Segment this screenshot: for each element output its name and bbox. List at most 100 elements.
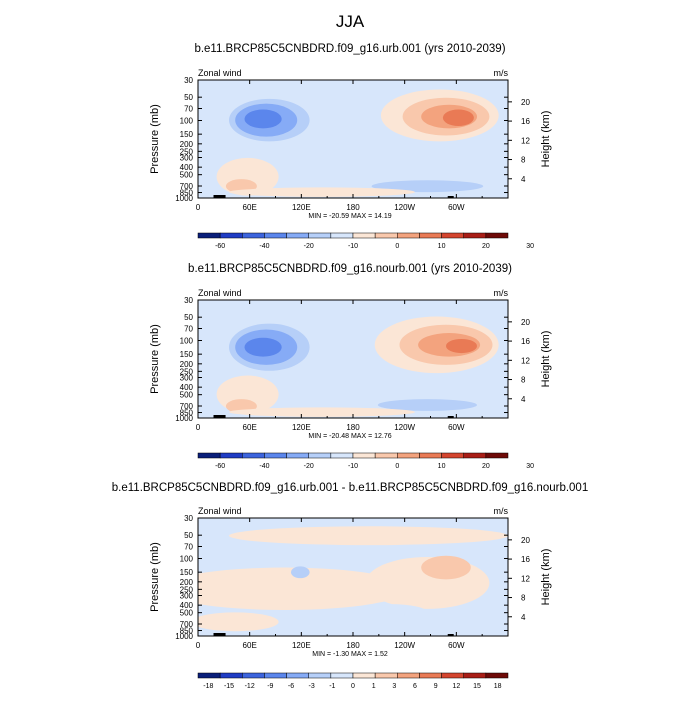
colorbar-cell xyxy=(330,232,354,239)
x-tick-label: 60E xyxy=(243,423,257,432)
y-tick-label: 70 xyxy=(184,105,193,114)
y-tick-label: 250 xyxy=(180,367,194,376)
colorbar-cell xyxy=(286,452,309,459)
y-right-tick-label: 20 xyxy=(521,318,530,327)
colorbar-cell xyxy=(219,232,243,239)
colorbar-cell xyxy=(441,232,464,239)
contour-region xyxy=(198,612,279,632)
y-tick-label: 850 xyxy=(180,409,194,418)
colorbar-cell xyxy=(463,232,487,239)
contour-region xyxy=(229,407,415,417)
colorbar-cell xyxy=(463,672,487,679)
y-tick-label: 700 xyxy=(180,620,194,629)
colorbar-cell xyxy=(397,672,420,679)
colorbar: -18 -15 -12 -9 -6 -3 -1 0 1 3 6 9 12 15 18 xyxy=(197,672,509,690)
colorbar-cell xyxy=(242,672,265,679)
y-right-tick-label: 8 xyxy=(521,594,526,603)
colorbar-label: -3 xyxy=(309,683,315,690)
y-right-tick-label: 16 xyxy=(521,337,530,346)
colorbar-cell xyxy=(374,452,398,459)
min-max-stats: MIN = -1.30 MAX = 1.52 xyxy=(312,651,388,658)
colorbar-cell xyxy=(286,672,309,679)
colorbar-cell xyxy=(242,232,265,239)
y-right-tick-label: 8 xyxy=(521,376,526,385)
x-tick-label: 120W xyxy=(394,641,415,650)
colorbar-cell xyxy=(419,232,442,239)
colorbar-label: 6 xyxy=(413,683,417,690)
topography-land xyxy=(213,195,226,198)
y-tick-label: 300 xyxy=(180,373,194,382)
min-max-stats: MIN = -20.48 MAX = 12.76 xyxy=(308,433,391,440)
colorbar-cell xyxy=(352,232,376,239)
y-axis-title: Pressure (mb) xyxy=(149,324,161,394)
y-tick-label: 300 xyxy=(180,153,194,162)
colorbar-label: 20 xyxy=(482,243,490,250)
colorbar-label: 1 xyxy=(372,683,376,690)
colorbar-label: -60 xyxy=(215,463,225,470)
topography-land xyxy=(447,416,454,418)
y-tick-label: 100 xyxy=(180,117,194,126)
x-tick-label: 180 xyxy=(346,423,360,432)
y-tick-label: 700 xyxy=(180,402,194,411)
colorbar-cell xyxy=(330,452,354,459)
colorbar-cell xyxy=(219,452,243,459)
colorbar-label: -9 xyxy=(267,683,273,690)
contour-region xyxy=(244,109,282,129)
y-tick-label: 850 xyxy=(180,189,194,198)
y-right-tick-label: 20 xyxy=(521,536,530,545)
colorbar-cell xyxy=(485,232,509,239)
colorbar-cell xyxy=(463,452,487,459)
colorbar-label: 15 xyxy=(473,683,481,690)
colorbar-label: -18 xyxy=(203,683,213,690)
colorbar-label: -40 xyxy=(259,243,269,250)
colorbar-label: 20 xyxy=(482,463,490,470)
colorbar-cell xyxy=(264,232,287,239)
colorbar-label: -12 xyxy=(245,683,255,690)
colorbar-cell xyxy=(419,672,442,679)
x-tick-label: 60W xyxy=(448,641,465,650)
y-tick-label: 850 xyxy=(180,627,194,636)
contour-region xyxy=(421,555,471,580)
y-tick-label: 250 xyxy=(180,147,194,156)
y-tick-label: 400 xyxy=(180,163,194,172)
colorbar-label: -20 xyxy=(304,243,314,250)
topography-land xyxy=(447,634,454,636)
y-tick-label: 500 xyxy=(180,609,194,618)
colorbar-cell xyxy=(308,452,332,459)
y-tick-label: 150 xyxy=(180,350,194,359)
topography-land xyxy=(213,633,226,636)
colorbar: -60 -40 -20 -10 0 10 20 30 xyxy=(197,232,534,250)
colorbar-label: 10 xyxy=(438,243,446,250)
y-tick-label: 70 xyxy=(184,325,193,334)
contour-fill xyxy=(198,300,508,418)
y-tick-label: 200 xyxy=(180,360,194,369)
colorbar-cell xyxy=(374,672,398,679)
y-axis-title: Pressure (mb) xyxy=(149,542,161,612)
colorbar-cell xyxy=(352,452,376,459)
y-tick-label: 200 xyxy=(180,140,194,149)
y-tick-label: 500 xyxy=(180,171,194,180)
x-tick-label: 0 xyxy=(196,641,201,650)
x-tick-label: 60W xyxy=(448,203,465,212)
y-axis-right-title: Height (km) xyxy=(540,111,552,168)
contour-region xyxy=(244,337,282,357)
panel-title: b.e11.BRCP85C5CNBDRD.f09_g16.urb.001 - b… xyxy=(112,482,588,494)
x-tick-label: 60E xyxy=(243,203,257,212)
y-tick-label: 150 xyxy=(180,130,194,139)
y-tick-label: 30 xyxy=(184,296,193,305)
contour-fill xyxy=(198,80,508,198)
contour-region xyxy=(446,338,477,354)
colorbar-cell xyxy=(219,672,243,679)
min-max-stats: MIN = -20.59 MAX = 14.19 xyxy=(308,213,391,220)
colorbar-label: 30 xyxy=(526,463,534,470)
x-tick-label: 60W xyxy=(448,423,465,432)
colorbar-label: 0 xyxy=(351,683,355,690)
y-tick-label: 1000 xyxy=(175,194,193,203)
y-tick-label: 50 xyxy=(184,313,193,322)
y-tick-label: 400 xyxy=(180,601,194,610)
y-tick-label: 150 xyxy=(180,568,194,577)
colorbar-label: 9 xyxy=(434,683,438,690)
colorbar-label: 18 xyxy=(494,683,502,690)
x-tick-label: 120W xyxy=(394,203,415,212)
